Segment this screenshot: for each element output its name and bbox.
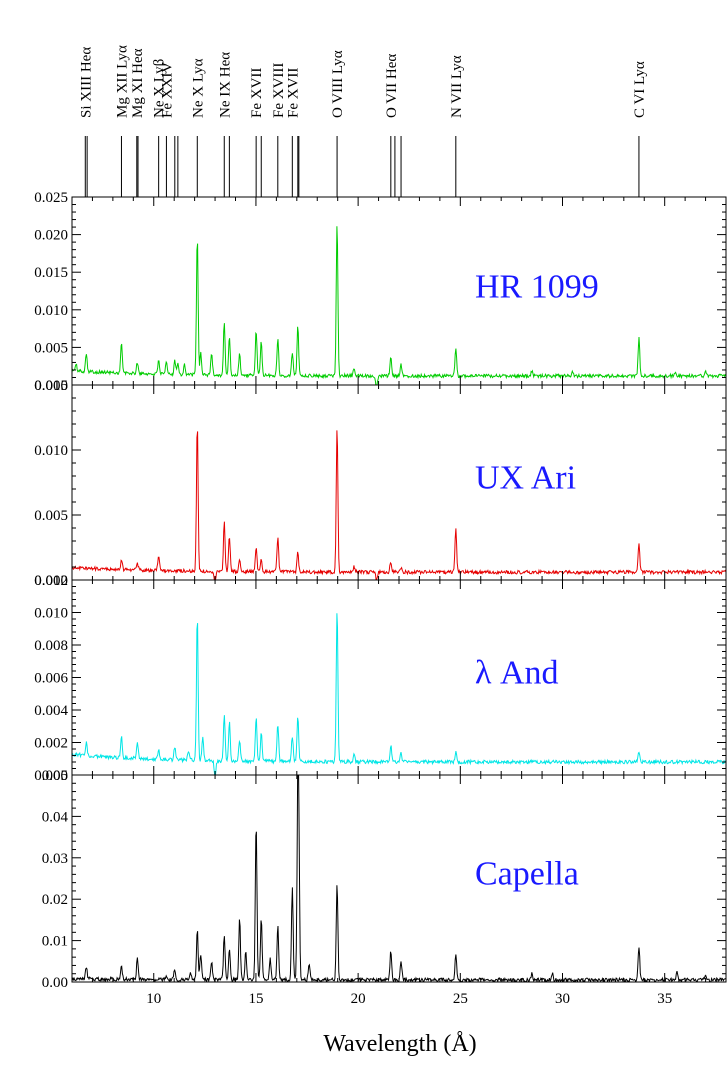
line-id-markers: Si XIII Heα Mg XII Lyα Mg XI Heα Ne X LyβFe… bbox=[78, 45, 648, 197]
line-id-label-fe-xviii: Fe XVIII bbox=[271, 63, 287, 118]
line-id-label-ne-x-ly: Ne X Lyα bbox=[190, 58, 206, 118]
line-id-label-ne-ix-he: Ne IX Heα bbox=[217, 52, 233, 118]
y-tick-label: 0.010 bbox=[34, 303, 68, 319]
y-tick-label: 0.015 bbox=[34, 378, 68, 394]
panel-label-hr-1099: HR 1099 bbox=[475, 268, 599, 305]
x-tick-label: 20 bbox=[351, 991, 366, 1007]
panel-label-capella: Capella bbox=[475, 855, 579, 892]
y-tick-label: 0.02 bbox=[42, 892, 68, 908]
panel-capella: 0.00 0.01 0.02 0.03 0.04 0.05 Capella bbox=[42, 768, 727, 991]
line-id-label-si-xiii-he: Si XIII Heα bbox=[78, 47, 94, 118]
y-tick-label: 0.03 bbox=[42, 851, 68, 867]
x-tick-label: 25 bbox=[453, 991, 468, 1007]
line-id-label-fe-xvii: Fe XVII bbox=[285, 68, 301, 118]
y-tick-label: 0.012 bbox=[34, 573, 68, 589]
y-tick-label: 0.005 bbox=[34, 340, 68, 356]
y-tick-label: 0.020 bbox=[34, 228, 68, 244]
y-tick-label: 0.015 bbox=[34, 265, 68, 281]
panel-lambda-and: 0.000 0.002 0.004 0.006 0.008 0.010 0.012 λ And bbox=[34, 573, 727, 784]
line-id-label-n-vii-ly: N VII Lyα bbox=[449, 55, 465, 118]
y-tick-label: 0.01 bbox=[42, 934, 68, 950]
line-id-label-o-vii-he: O VII Heα bbox=[384, 54, 400, 118]
x-tick-label: 35 bbox=[657, 991, 672, 1007]
y-tick-label: 0.00 bbox=[42, 975, 68, 991]
y-tick-label: 0.04 bbox=[42, 809, 69, 825]
line-id-label-ne-x-ly: Ne X Lyβ bbox=[152, 59, 168, 118]
x-tick-label: 15 bbox=[248, 991, 263, 1007]
panel-label-ux-ari: UX Ari bbox=[475, 460, 576, 497]
panel-frame bbox=[71, 774, 727, 983]
panel-hr-1099: 0.000 0.005 0.010 0.015 0.020 0.025 HR 1099 bbox=[34, 190, 727, 394]
spectrum-line-hr-1099 bbox=[72, 226, 726, 385]
y-tick-label: 0.000 bbox=[34, 768, 68, 784]
y-tick-label: 0.010 bbox=[34, 606, 68, 622]
x-tick-label: 30 bbox=[555, 991, 570, 1007]
panel-frame bbox=[71, 384, 727, 581]
panel-frame bbox=[71, 579, 727, 776]
line-id-label-mg-xii-ly: Mg XII Lyα bbox=[114, 45, 130, 118]
y-tick-label: 0.008 bbox=[34, 638, 68, 654]
y-tick-label: 0.006 bbox=[34, 671, 68, 687]
y-tick-label: 0.025 bbox=[34, 190, 68, 206]
y-tick-label: 0.000 bbox=[34, 378, 68, 394]
line-id-label-mg-xi-he: Mg XI Heα bbox=[130, 48, 146, 118]
panel-ux-ari: 0.000 0.005 0.010 0.015 UX Ari bbox=[34, 378, 727, 589]
spectrum-line-ux-ari bbox=[72, 430, 726, 580]
panel-frame bbox=[71, 196, 727, 386]
y-tick-label: 0.002 bbox=[34, 736, 68, 752]
spectrum-line-lambda-and bbox=[72, 613, 726, 775]
panel-label-lambda-and: λ And bbox=[475, 655, 559, 692]
line-id-label-fe-xxiv: Fe XXIV bbox=[159, 62, 175, 118]
y-tick-label: 0.000 bbox=[34, 573, 68, 589]
line-id-label-c-vi-ly: C VI Lyα bbox=[632, 61, 648, 118]
x-axis: 10 15 20 25 30 35 bbox=[146, 991, 672, 1007]
x-axis-label: Wavelength (Å) bbox=[323, 1031, 476, 1057]
line-id-label-fe-xvii: Fe XVII bbox=[249, 68, 265, 118]
line-id-label-o-viii-ly: O VIII Lyα bbox=[330, 50, 346, 118]
y-tick-label: 0.005 bbox=[34, 508, 68, 524]
y-tick-label: 0.05 bbox=[42, 768, 68, 784]
x-tick-label: 10 bbox=[146, 991, 161, 1007]
y-tick-label: 0.004 bbox=[34, 703, 68, 719]
spectrum-line-capella bbox=[72, 775, 726, 982]
y-tick-label: 0.010 bbox=[34, 443, 68, 459]
